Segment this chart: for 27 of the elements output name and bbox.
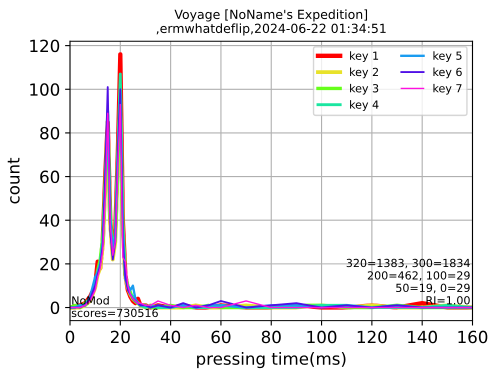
legend-label: key 7 [433,84,462,95]
y-tick-label: 40 [40,214,60,227]
legend-label: key 2 [350,68,378,78]
legend-label: key 6 [433,68,462,78]
y-tick-label: 0 [50,301,60,314]
y-tick-label: 20 [40,258,60,270]
legend-label: key 5 [433,51,462,62]
x-tick-label: 100 [307,330,336,344]
x-tick-label: 0 [66,330,74,344]
y-tick-label: 60 [40,170,60,184]
x-tick-label: 40 [160,330,180,344]
legend-label: key 3 [350,84,378,95]
x-tick-label: 60 [211,330,230,344]
y-tick-label: 80 [40,126,60,140]
x-tick-label: 20 [110,330,130,344]
x-tick-label: 120 [358,330,387,344]
x-tick-label: 160 [458,330,488,344]
legend-label: key 1 [350,51,378,62]
x-axis-title: pressing time(ms) [197,352,346,368]
y-tick-label: 100 [30,83,60,96]
x-tick-label: 140 [408,330,437,344]
annotation: 320=1383, 300=1834 200=462, 100=29 50=19, 0=29 RI=1.00 [346,258,470,305]
legend-label: key 4 [350,100,378,111]
y-tick-label: 120 [30,40,60,52]
x-tick-label: 80 [262,330,281,344]
y-axis-title: count [8,158,20,204]
chart-title: Voyage [NoName's Expedition] ,ermwhatdeflip,2024-06-22 01:34:51 [156,9,386,36]
